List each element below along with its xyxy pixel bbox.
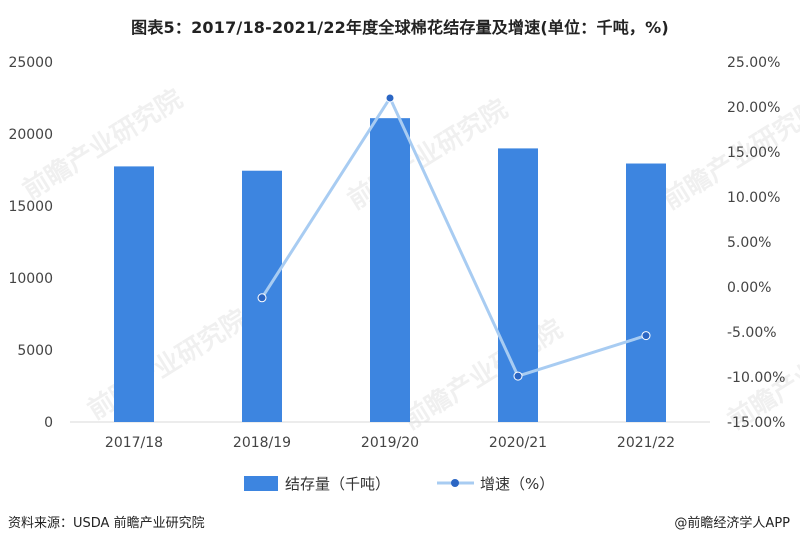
chart-title: 图表5：2017/18-2021/22年度全球棉花结存量及增速(单位：千吨，%) [131, 18, 669, 37]
credit-note: @前瞻经济学人APP [674, 516, 790, 531]
right-tick-label: 10.00% [727, 190, 780, 206]
x-tick-label: 2020/21 [489, 435, 547, 451]
right-tick-label: -5.00% [727, 325, 777, 341]
left-tick-label: 20000 [8, 127, 53, 143]
watermark-text: 前瞻产业研究院 [397, 313, 568, 436]
left-tick-label: 0 [44, 415, 53, 431]
bar-series [114, 118, 666, 422]
watermark-text: 前瞻产业研究院 [342, 93, 513, 216]
right-tick-label: 20.00% [727, 100, 780, 116]
right-tick-label: 25.00% [727, 55, 780, 71]
legend-line-label: 增速（%） [480, 475, 554, 493]
left-tick-label: 25000 [8, 55, 53, 71]
x-tick-label: 2018/19 [233, 435, 291, 451]
left-axis-ticks: 0 5000 10000 15000 20000 25000 [8, 55, 53, 431]
x-tick-label: 2021/22 [617, 435, 675, 451]
watermark-text: 前瞻产业研究院 [82, 303, 253, 426]
right-tick-label: -15.00% [727, 415, 785, 431]
left-tick-label: 10000 [8, 271, 53, 287]
line-series [257, 93, 651, 381]
watermark-text: 前瞻产业研究院 [17, 83, 188, 206]
bar-2020/21 [498, 148, 538, 422]
right-tick-label: 15.00% [727, 145, 780, 161]
right-axis-ticks: -15.00% -10.00% -5.00% 0.00% 5.00% 10.00% 15.0… [727, 55, 785, 431]
growth-line [260, 96, 647, 378]
legend-line-marker [451, 479, 459, 487]
combo-chart: 前瞻产业研究院前瞻产业研究院前瞻产业研究院前瞻产业研究院前瞻产业研究院前瞻产业研… [8, 55, 800, 493]
left-tick-label: 15000 [8, 199, 53, 215]
x-tick-label: 2017/18 [105, 435, 163, 451]
legend-bar-swatch [244, 476, 278, 491]
right-tick-label: 0.00% [727, 280, 771, 296]
x-axis-ticks: 2017/18 2018/19 2019/20 2020/21 2021/22 [105, 435, 675, 451]
source-note: 资料来源：USDA 前瞻产业研究院 [8, 516, 205, 531]
growth-point-2021/22 [641, 331, 651, 341]
legend-bar-label: 结存量（千吨） [285, 475, 390, 493]
bar-2019/20 [370, 118, 410, 422]
footer: 资料来源：USDA 前瞻产业研究院 @前瞻经济学人APP [0, 512, 800, 545]
growth-point-2020/21 [513, 371, 523, 381]
growth-point-2019/20 [385, 93, 395, 103]
legend: 结存量（千吨） 增速（%） [244, 475, 554, 493]
right-tick-label: -10.00% [727, 370, 785, 386]
bar-2017/18 [114, 166, 154, 422]
x-tick-label: 2019/20 [361, 435, 419, 451]
left-tick-label: 5000 [17, 343, 53, 359]
growth-point-2018/19 [257, 293, 267, 303]
bar-2021/22 [626, 163, 666, 422]
right-tick-label: 5.00% [727, 235, 771, 251]
